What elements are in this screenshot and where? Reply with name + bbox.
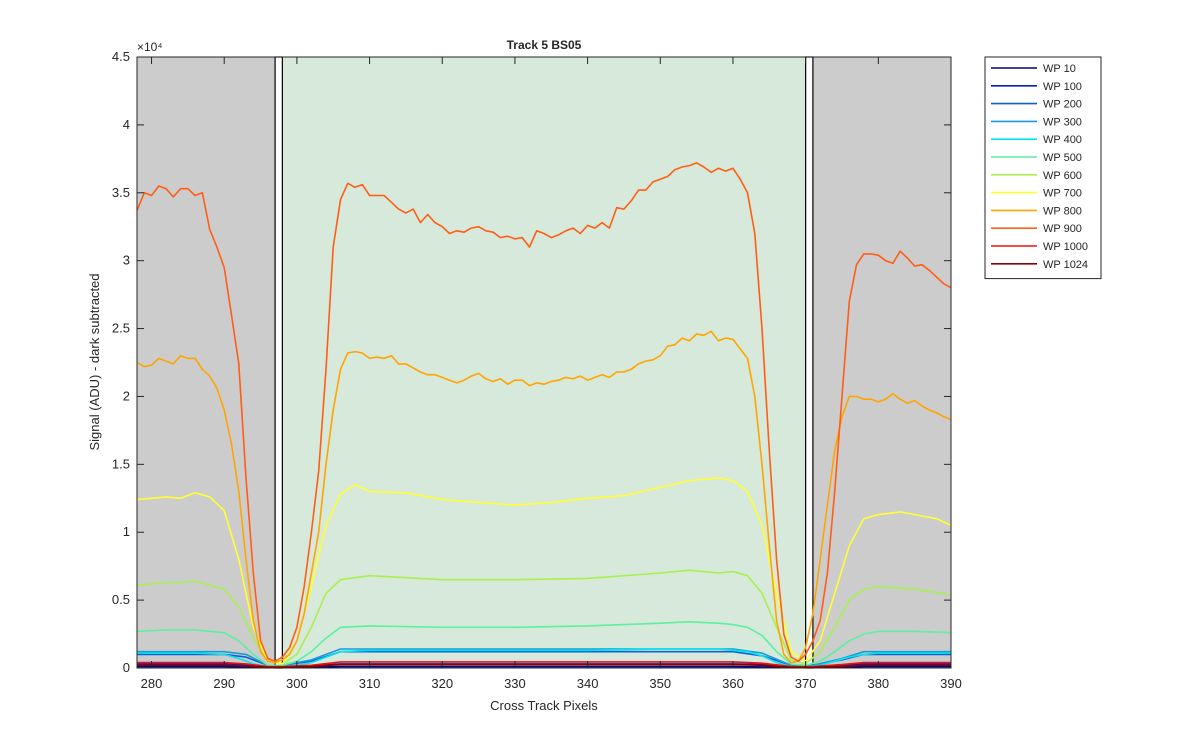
- series-line-wp-300: [137, 648, 951, 667]
- legend-entry-label: WP 10: [1043, 63, 1076, 75]
- x-tick-label: 340: [577, 676, 599, 691]
- gap-marker-1: [805, 56, 814, 669]
- legend: WP 10 WP 100 WP 200 WP 300 WP 400 WP 500 WP 60…: [984, 56, 1102, 280]
- x-tick-label: 390: [940, 676, 962, 691]
- y-tick-label: 2.5: [112, 321, 130, 336]
- x-tick-label: 320: [431, 676, 453, 691]
- x-tick-label: 360: [722, 676, 744, 691]
- series-line-wp-500: [136, 620, 952, 667]
- y-tick-label: 0: [123, 660, 130, 675]
- y-tick-label: 4: [123, 117, 130, 132]
- x-tick-label: 370: [795, 676, 817, 691]
- series-line-wp-900: [136, 162, 952, 663]
- y-tick-label: 3: [123, 253, 130, 268]
- y-axis-ticks: 0 0.5 1 1.5 2 2.5 3 3.5 4 4.5: [112, 49, 951, 675]
- series-line-wp-600: [136, 569, 952, 665]
- legend-entry-label: WP 100: [1043, 81, 1082, 93]
- x-tick-label: 380: [867, 676, 889, 691]
- legend-entry-label: WP 500: [1043, 152, 1082, 164]
- shaded-regions: [137, 57, 951, 668]
- legend-entry-label: WP 300: [1043, 116, 1082, 128]
- legend-entry-label: WP 1000: [1043, 241, 1088, 253]
- legend-box: [984, 56, 1102, 280]
- y-axis-label: Signal (ADU) - dark subtracted: [87, 273, 102, 450]
- legend-entry-label: WP 800: [1043, 205, 1082, 217]
- legend-entry-label: WP 700: [1043, 188, 1082, 200]
- shaded-region-1: [282, 57, 806, 668]
- x-tick-label: 330: [504, 676, 526, 691]
- shaded-region-2: [812, 57, 951, 668]
- legend-entry-label: WP 200: [1043, 99, 1082, 111]
- legend-entry-label: WP 400: [1043, 134, 1082, 146]
- series-line-wp-700: [136, 477, 952, 665]
- x-axis-ticks: 280 290 300 310 320 330 340 350 360 370 380 390: [141, 57, 962, 691]
- x-tick-label: 290: [213, 676, 235, 691]
- y-tick-label: 1.5: [112, 456, 130, 471]
- x-tick-label: 280: [141, 676, 163, 691]
- x-tick-label: 350: [649, 676, 671, 691]
- gap-marker-0: [274, 56, 283, 669]
- y-tick-label: 2: [123, 388, 130, 403]
- series-lines: [136, 162, 952, 669]
- axes-frame: [136, 56, 952, 669]
- y-tick-label: 1: [123, 524, 130, 539]
- y-tick-label: 3.5: [112, 185, 130, 200]
- y-tick-label: 0.5: [112, 592, 130, 607]
- y-tick-label: 4.5: [112, 49, 130, 64]
- y-exponent-label: ×10⁴: [137, 40, 163, 54]
- chart-title: Track 5 BS05: [507, 38, 582, 52]
- legend-entry-label: WP 900: [1043, 223, 1082, 235]
- legend-entry-label: WP 600: [1043, 170, 1082, 182]
- series-line-wp-800: [136, 330, 952, 664]
- x-tick-label: 300: [286, 676, 308, 691]
- legend-entry-label: WP 1024: [1043, 259, 1088, 271]
- x-axis-label: Cross Track Pixels: [490, 698, 598, 713]
- x-tick-label: 310: [359, 676, 381, 691]
